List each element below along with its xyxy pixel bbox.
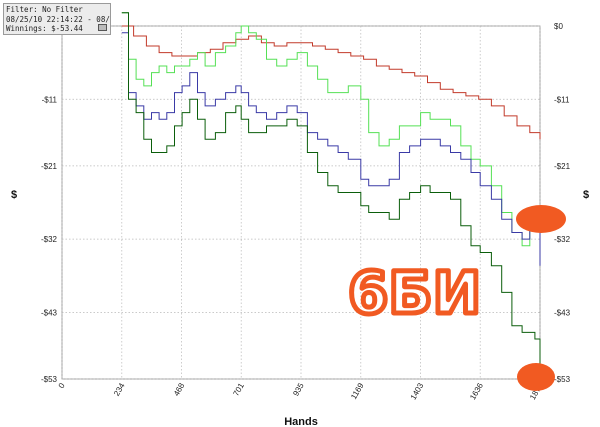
series-line-1 — [121, 12, 541, 247]
y-tick-labels-right: $0 -$11 -$21 -$32 -$43 -$53 — [554, 22, 571, 384]
x-tick-6: 1403 — [409, 381, 426, 401]
x-tick-4: 935 — [291, 381, 306, 398]
x-tick-2: 468 — [172, 381, 187, 398]
x-tick-0: 0 — [57, 381, 67, 390]
handwritten-annotation: 6БИ — [348, 259, 481, 327]
date-range-text: 08/25/10 22:14:22 - 08/26/10 01:01:45 — [6, 14, 110, 24]
y-tick-left-2: -$21 — [41, 162, 58, 171]
y-axis-title-left: $ — [11, 189, 17, 201]
series-line-2 — [121, 32, 541, 266]
y-tick-right-2: -$21 — [554, 162, 571, 171]
series-group — [121, 12, 541, 379]
y-tick-right-4: -$43 — [554, 308, 571, 317]
series-line-3 — [121, 12, 541, 379]
y-tick-left-3: -$32 — [41, 235, 58, 244]
highlight-dot-upper — [516, 205, 566, 233]
info-box-icon — [98, 24, 107, 31]
y-tick-left-1: -$11 — [42, 95, 58, 104]
y-tick-right-0: $0 — [554, 22, 563, 31]
highlight-dot-lower — [517, 363, 555, 391]
y-tick-left-5: -$53 — [41, 375, 58, 384]
y-axis-title-right: $ — [583, 189, 589, 201]
x-tick-7: 1636 — [468, 381, 485, 401]
y-tick-labels-left: $0-$11-$21-$32-$43-$53 — [41, 22, 58, 384]
x-tick-3: 701 — [231, 381, 246, 398]
y-tick-right-3: -$32 — [554, 235, 571, 244]
x-tick-labels: 0 234 468 701 935 1169 1403 1636 1870 — [57, 381, 545, 401]
grid-lines — [61, 25, 541, 380]
y-tick-left-4: -$43 — [41, 308, 58, 317]
y-tick-right-5: -$53 — [554, 375, 571, 384]
x-tick-5: 1169 — [349, 381, 366, 401]
winnings-text: Winnings: $-53.44 — [6, 24, 83, 33]
filter-text: Filter: No Filter — [6, 5, 83, 14]
y-tick-right-1: -$11 — [554, 95, 570, 104]
info-box: Filter: No Filter 08/25/10 22:14:22 - 08… — [3, 3, 111, 35]
x-tick-1: 234 — [112, 381, 127, 398]
x-axis-title: Hands — [284, 416, 318, 427]
